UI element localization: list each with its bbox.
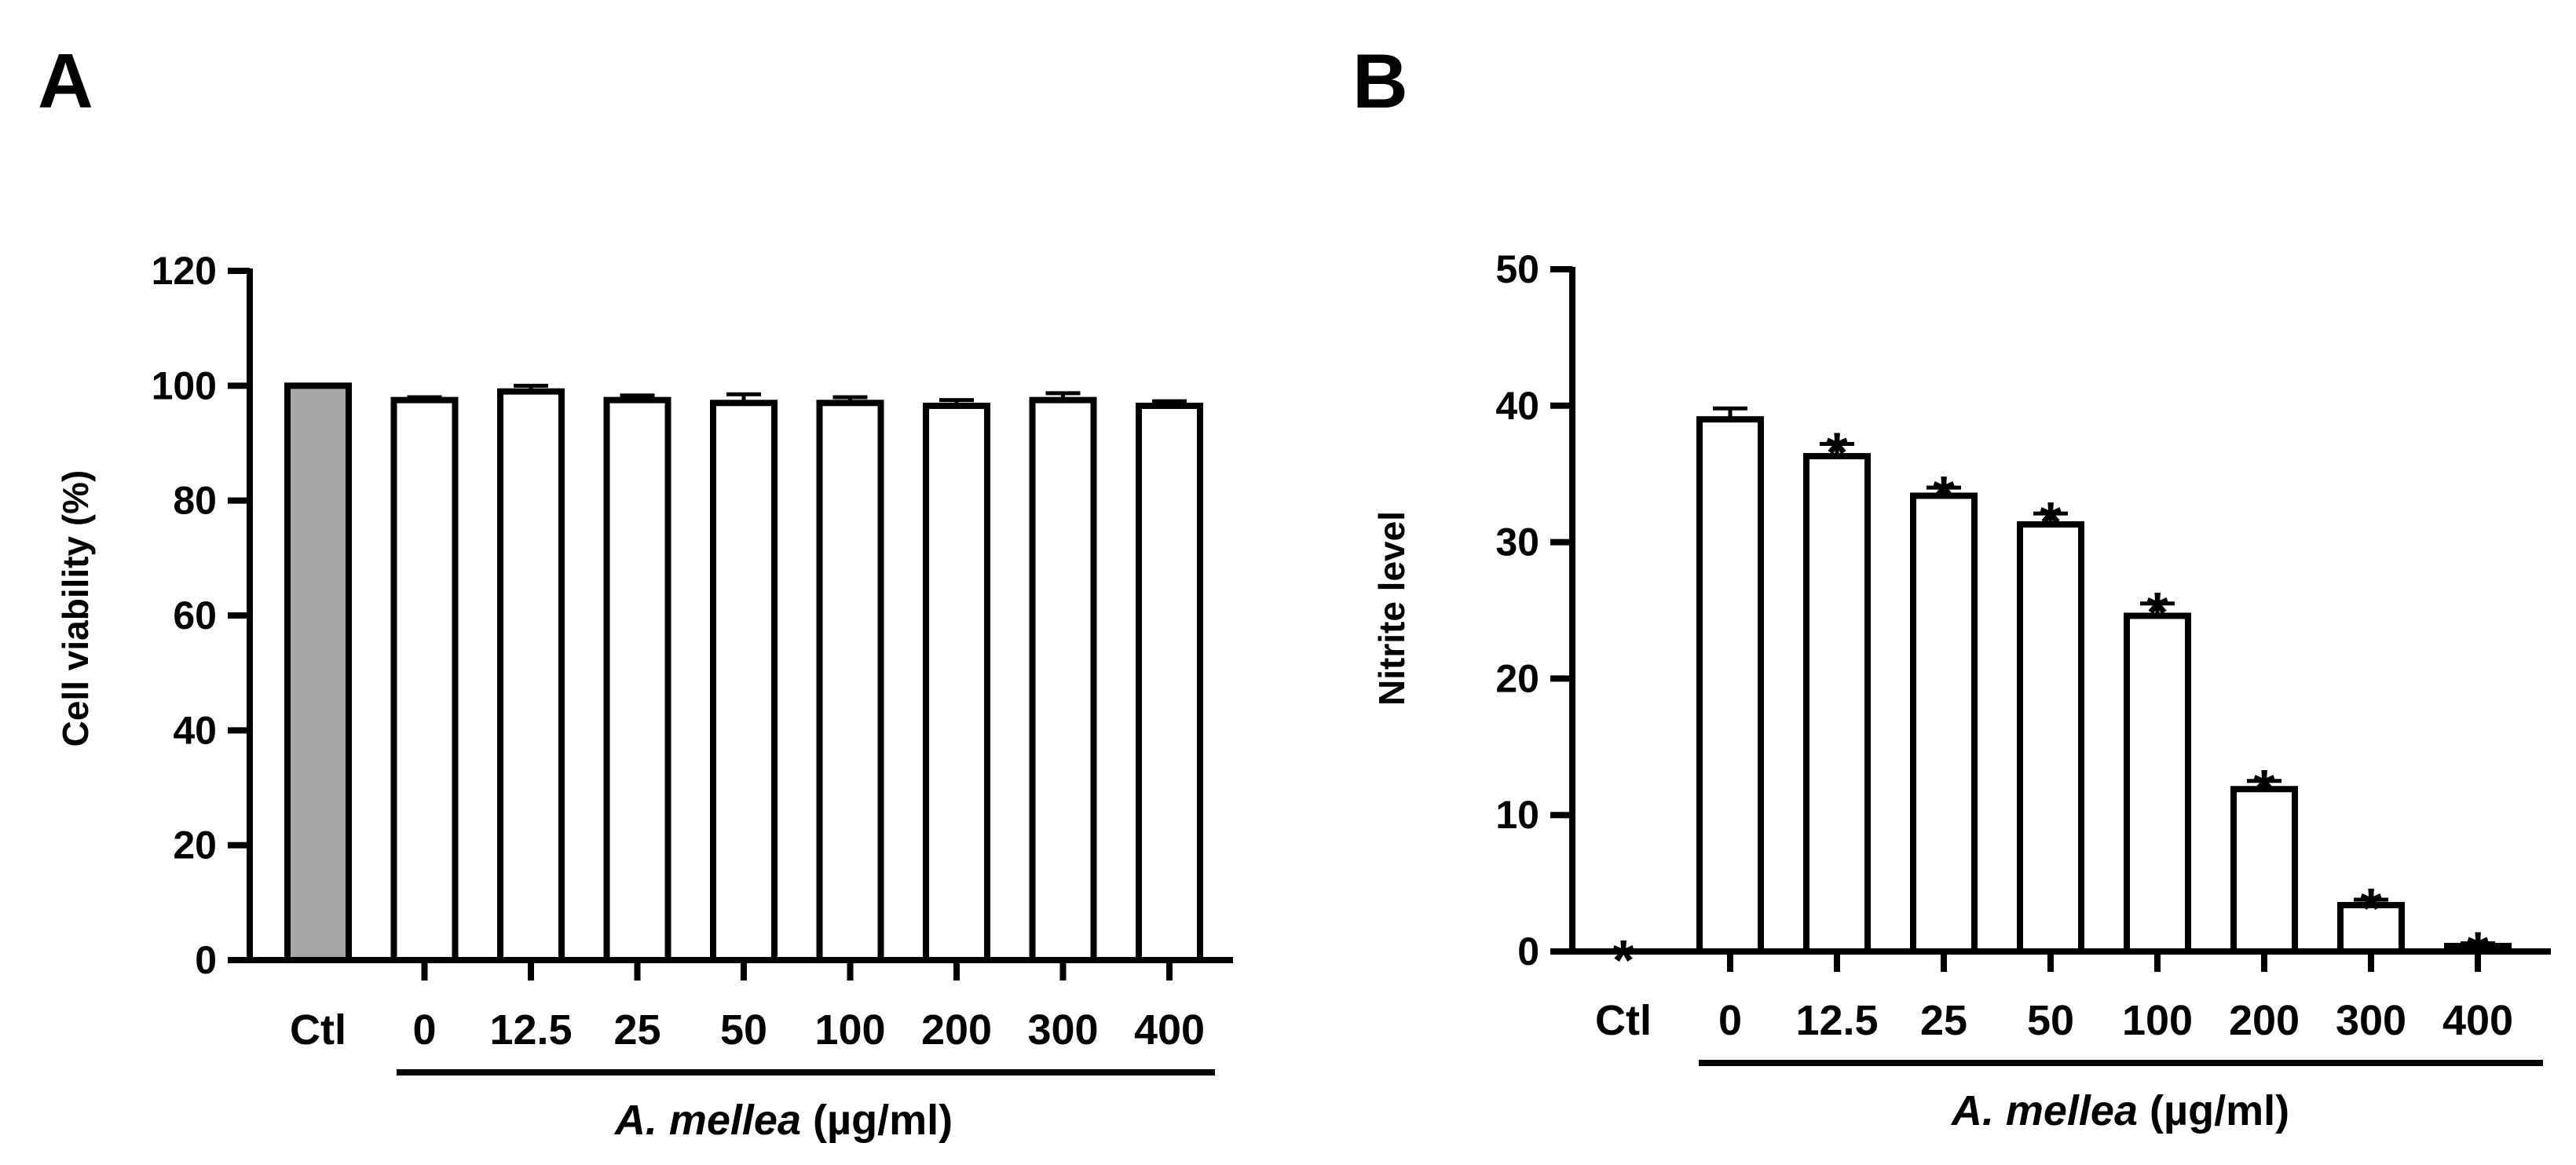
panel-b-label: B bbox=[1352, 38, 1408, 124]
chart-a-y-tick-label: 0 bbox=[195, 938, 217, 982]
chart-a-y-axis-title: Cell viability (%) bbox=[55, 470, 96, 747]
chart-b-y-tick-label: 20 bbox=[1495, 656, 1539, 700]
chart-b-x-tick-label: 400 bbox=[2442, 997, 2513, 1044]
chart-a-x-tick-label: 100 bbox=[814, 1006, 885, 1054]
chart-b-bar bbox=[1803, 453, 1871, 955]
chart-b-x-tick-label: 100 bbox=[2122, 997, 2193, 1044]
chart-a-bar bbox=[284, 382, 352, 964]
chart-b-x-tick-label: 300 bbox=[2336, 997, 2406, 1044]
chart-b-y-tick-label: 30 bbox=[1495, 520, 1539, 564]
chart-b-x-tick-label: Ctl bbox=[1595, 997, 1652, 1044]
chart-b-bar bbox=[1910, 492, 1978, 955]
chart-b-significance-mark: * bbox=[2467, 922, 2489, 984]
chart-a-x-tick-label: 12.5 bbox=[489, 1006, 572, 1054]
chart-b-x-tick-label: 50 bbox=[2027, 997, 2074, 1044]
chart-b-x-axis-title: A. mellea (µg/ml) bbox=[1950, 1087, 2289, 1134]
chart-a-x-tick-label: 50 bbox=[720, 1006, 767, 1054]
chart-b-x-tick-label: 12.5 bbox=[1795, 997, 1878, 1044]
chart-a-y-tick-label: 60 bbox=[173, 593, 217, 637]
chart-b-significance-mark: * bbox=[2040, 491, 2062, 554]
chart-b-x-axis-species: A. mellea bbox=[1950, 1087, 2138, 1134]
chart-b-x-tick-label: 200 bbox=[2229, 997, 2300, 1044]
chart-a-x-tick-label: 400 bbox=[1134, 1006, 1205, 1054]
chart-a-x-tick-label: 25 bbox=[613, 1006, 660, 1054]
chart-a-bar bbox=[710, 400, 778, 963]
chart-a-x-tick-label: 0 bbox=[412, 1006, 436, 1054]
chart-a-x-tick-label: 300 bbox=[1027, 1006, 1098, 1054]
chart-b-y-tick-label: 50 bbox=[1495, 247, 1539, 291]
chart-b-bar bbox=[2017, 521, 2084, 955]
chart-a-x-axis-title: A. mellea (µg/ml) bbox=[613, 1097, 953, 1144]
chart-b-significance-mark: * bbox=[1612, 929, 1634, 992]
chart-b-y-axis-title: Nitrite level bbox=[1371, 511, 1412, 706]
panel-a-label: A bbox=[38, 38, 93, 124]
chart-b-significance-mark: * bbox=[2360, 878, 2382, 940]
chart-a-y-tick-label: 100 bbox=[152, 363, 217, 407]
chart-a-y-tick-label: 40 bbox=[173, 708, 217, 752]
chart-a-x-tick-label: 200 bbox=[921, 1006, 992, 1054]
chart-a-x-axis-species: A. mellea bbox=[613, 1097, 801, 1144]
chart-a-y-tick-label: 80 bbox=[173, 479, 217, 523]
chart-a-y-tick-label: 20 bbox=[173, 824, 217, 867]
chart-b-x-tick-label: 25 bbox=[1920, 997, 1967, 1044]
chart-a-bar bbox=[816, 400, 884, 963]
chart-a-bar bbox=[1029, 396, 1097, 963]
chart-a-bar bbox=[603, 396, 671, 963]
chart-a-bar bbox=[390, 396, 459, 963]
chart-b-significance-mark: * bbox=[1826, 422, 1848, 484]
chart-b-significance-mark: * bbox=[2146, 582, 2168, 645]
chart-a-bar bbox=[923, 402, 990, 963]
chart-b-significance-mark: * bbox=[1933, 466, 1955, 528]
chart-a-y-tick-label: 120 bbox=[152, 249, 217, 293]
chart-b-y-tick-label: 10 bbox=[1495, 793, 1539, 837]
chart-a-bar bbox=[1136, 402, 1203, 963]
chart-b-y-tick-label: 0 bbox=[1517, 929, 1539, 973]
chart-a-cell-viability: Cell viability (%) A. mellea (µg/ml) 0 20… bbox=[55, 249, 1233, 1144]
chart-a-x-axis-unit: (µg/ml) bbox=[813, 1097, 953, 1144]
chart-b-nitrite-level: Nitrite level A. mellea (µg/ml) 0 10 20 30 4… bbox=[1371, 247, 2551, 1134]
chart-b-significance-mark: * bbox=[2253, 759, 2275, 822]
chart-b-x-tick-label: 0 bbox=[1718, 997, 1742, 1044]
chart-a-x-tick-label: Ctl bbox=[290, 1006, 346, 1054]
chart-b-bar bbox=[2124, 612, 2191, 955]
chart-b-bar bbox=[1696, 416, 1764, 955]
chart-a-bar bbox=[497, 388, 565, 963]
chart-b-y-tick-label: 40 bbox=[1495, 384, 1539, 428]
chart-b-x-axis-unit: (µg/ml) bbox=[2150, 1087, 2289, 1134]
